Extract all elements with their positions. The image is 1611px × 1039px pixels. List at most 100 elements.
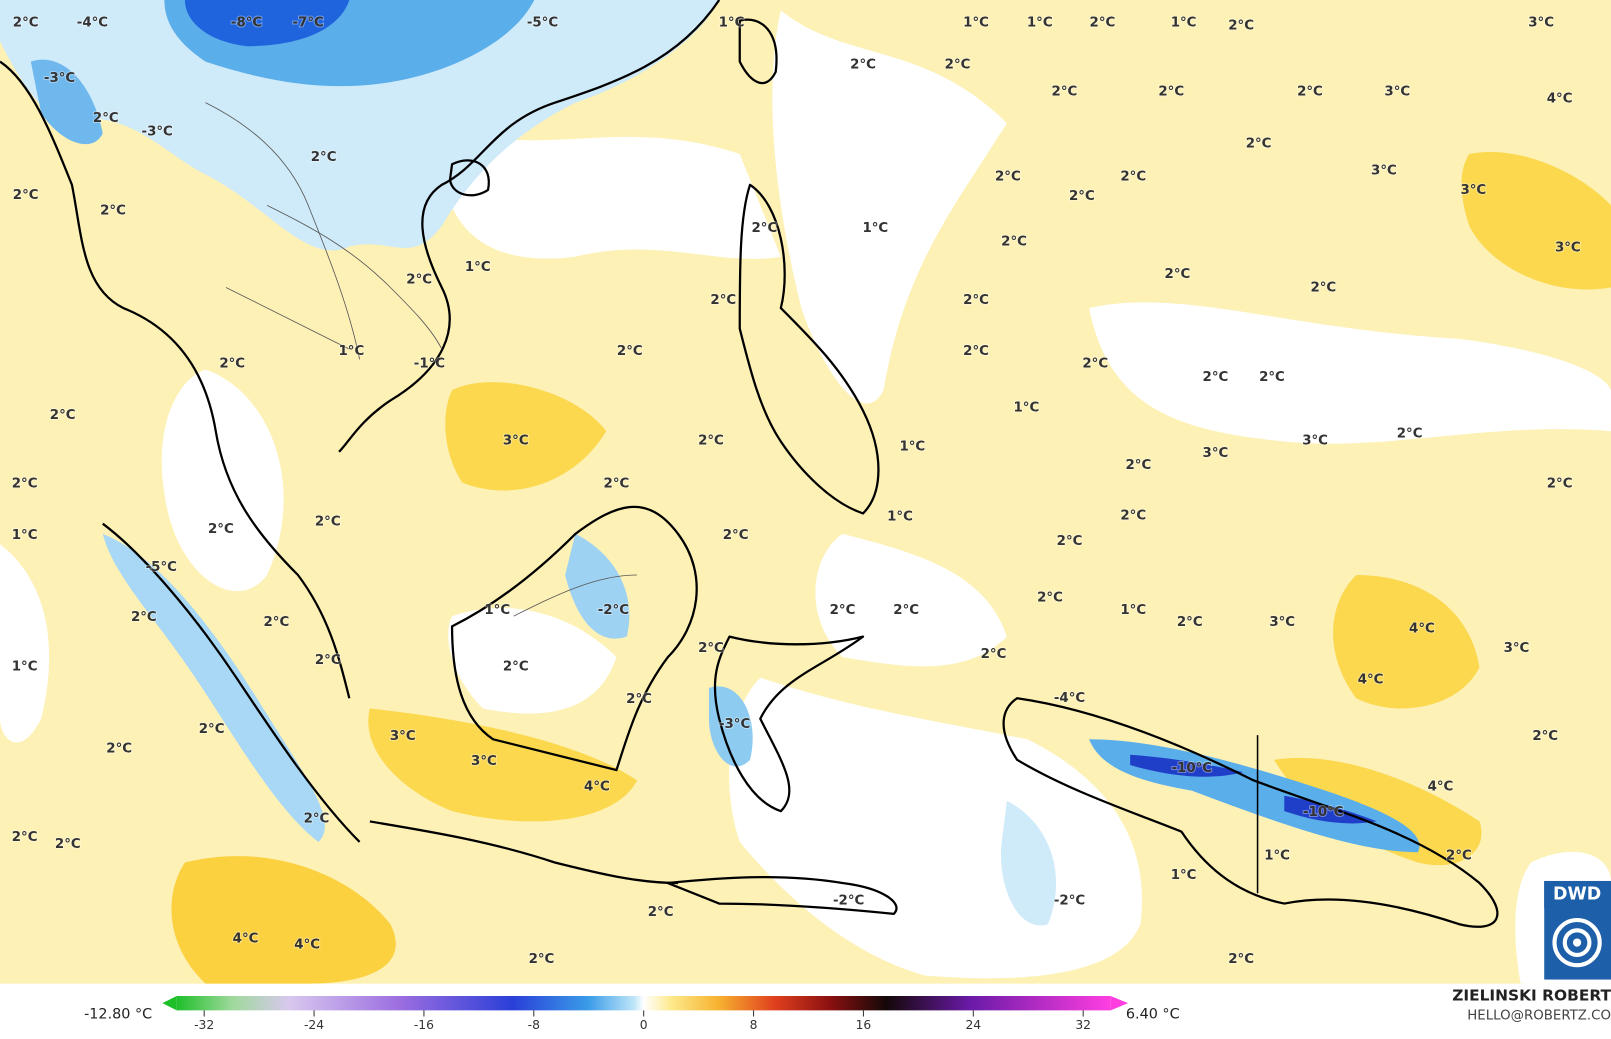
temperature-label: 2°C [626,692,652,707]
temperature-label: -3°C [719,717,750,732]
temperature-label: 2°C [723,528,749,543]
temperature-label: 3°C [1269,615,1295,630]
temperature-label: 2°C [100,203,126,218]
temperature-label: 1°C [465,260,491,275]
temperature-label: -2°C [833,893,864,908]
temperature-label: 2°C [304,811,330,826]
temperature-label: 2°C [1446,848,1472,863]
colorbar-gradient [176,995,1111,1011]
temperature-label: 4°C [1428,780,1454,795]
temperature-label: 2°C [995,170,1021,185]
temperature-label: 2°C [131,610,157,625]
temperature-label: 4°C [233,931,259,946]
temperature-label: 2°C [263,615,289,630]
temperature-label: -5°C [527,16,558,31]
temperature-label: 3°C [1371,163,1397,178]
temperature-label: -2°C [598,603,629,618]
map-background [0,0,1611,984]
temperature-label: 2°C [1177,615,1203,630]
temperature-label: 1°C [1171,16,1197,31]
temperature-label: 2°C [1126,458,1152,473]
temperature-label: 2°C [945,58,971,73]
temperature-label: -7°C [293,16,324,31]
colorbar-tick-label: -8 [528,1018,540,1032]
temperature-label: 1°C [899,440,925,455]
temperature-label: 3°C [1528,16,1554,31]
temperature-label: 2°C [710,293,736,308]
temperature-label: 2°C [1228,19,1254,34]
coastlines [0,0,1499,928]
credit-name: ZIELINSKI ROBERT [1452,986,1611,1004]
temperature-label: -4°C [77,16,108,31]
temperature-label: 2°C [55,837,81,852]
colorbar-tick-label: -32 [194,1018,214,1032]
temperature-label: -10°C [1303,805,1344,820]
max-value: 6.40 °C [1126,1006,1180,1022]
temperature-label: -5°C [146,560,177,575]
temperature-label: 2°C [617,344,643,359]
temperature-label: 2°C [12,477,38,492]
temperature-label: 1°C [12,659,38,674]
temperature-label: 1°C [887,509,913,524]
temperature-label: 1°C [1027,16,1053,31]
colorbar-arrow [1110,995,1129,1011]
temperature-label: 3°C [1460,183,1486,198]
temperature-label: 2°C [1082,356,1108,371]
temperature-label: 2°C [219,356,245,371]
temperature-label: 2°C [1120,170,1146,185]
colorbar: -12.80 °C 6.40 °C [84,995,1180,1022]
colorbar-tick-label: 0 [640,1018,648,1032]
temperature-label: 1°C [963,16,989,31]
colorbar-tick-label: -24 [304,1018,324,1032]
temperature-label: 2°C [1259,370,1285,385]
logo-text: DWD [1553,884,1601,904]
temperature-label: 1°C [12,528,38,543]
temperature-label: 2°C [604,477,630,492]
dwd-logo: DWD [1544,880,1611,980]
temperature-label: 2°C [1310,281,1336,296]
temperature-label: 2°C [1297,84,1323,99]
temperature-label: 1°C [1014,401,1040,416]
temperature-label: 2°C [893,603,919,618]
colorbar-ticks: -32 -24 -16 -8 0 8 16 24 32 [194,1010,1091,1032]
borders [205,102,638,617]
temperature-label: 2°C [12,830,38,845]
temperature-label: -3°C [142,124,173,139]
colorbar-tick-label: 16 [856,1018,872,1032]
temperature-labels: -8°C -7°C -5°C -4°C 2°C -3°C 2°C -3°C 2°C 2°C 2°C 1… [11,15,1582,968]
colorbar-tick-label: 32 [1075,1018,1091,1032]
temperature-label: 2°C [106,742,132,757]
temperature-label: 2°C [13,188,39,203]
temperature-label: 2°C [1246,137,1272,152]
temperature-label: 2°C [981,647,1007,662]
temperature-label: 4°C [1358,673,1384,688]
temperature-label: 2°C [1397,426,1423,441]
credit-contact: HELLO@ROBERTZ.CO [1467,1008,1611,1023]
temperature-label: 2°C [315,515,341,530]
colorbar-arrow [162,995,177,1011]
temperature-label: 3°C [1203,446,1229,461]
temperature-label: 4°C [1409,621,1435,636]
temperature-label: 2°C [1069,189,1095,204]
temperature-label: 2°C [1052,84,1078,99]
temperature-label: 2°C [1547,477,1573,492]
temperature-label: 2°C [1158,84,1184,99]
temperature-label: 4°C [584,780,610,795]
temperature-label: 2°C [1203,370,1229,385]
temperature-label: 2°C [315,653,341,668]
temperature-label: 1°C [1120,603,1146,618]
temperature-label: 2°C [199,722,225,737]
temperature-label: 4°C [1547,92,1573,107]
temperature-label: -10°C [1172,761,1213,776]
temperature-label: 2°C [13,16,39,31]
temperature-label: 2°C [963,344,989,359]
temperature-label: 2°C [503,659,529,674]
temperature-label: 3°C [1384,84,1410,99]
temperature-label: 2°C [830,603,856,618]
temperature-label: 2°C [529,952,555,967]
temperature-label: 2°C [406,272,432,287]
temperature-label: 2°C [1532,729,1558,744]
temperature-label: 4°C [294,938,320,953]
temperature-label: 3°C [503,433,529,448]
